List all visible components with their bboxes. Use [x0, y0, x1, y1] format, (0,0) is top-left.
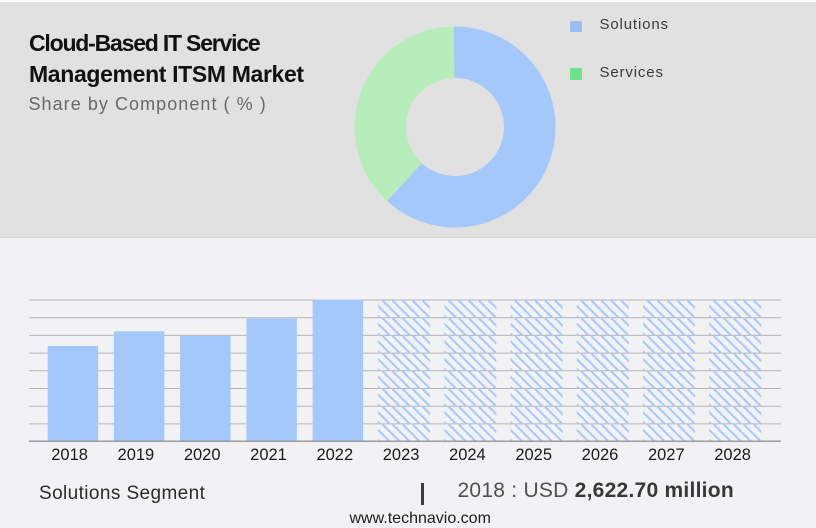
svg-text:2018: 2018 — [51, 446, 88, 464]
svg-text:2026: 2026 — [582, 446, 619, 464]
svg-text:2022: 2022 — [316, 446, 353, 464]
svg-text:2024: 2024 — [449, 446, 486, 464]
svg-text:2028: 2028 — [714, 446, 751, 464]
svg-text:2025: 2025 — [515, 446, 552, 464]
svg-text:2027: 2027 — [648, 446, 685, 464]
svg-text:2021: 2021 — [250, 446, 287, 464]
svg-text:2023: 2023 — [383, 446, 420, 464]
svg-text:2020: 2020 — [184, 446, 221, 464]
svg-text:2019: 2019 — [118, 446, 155, 464]
